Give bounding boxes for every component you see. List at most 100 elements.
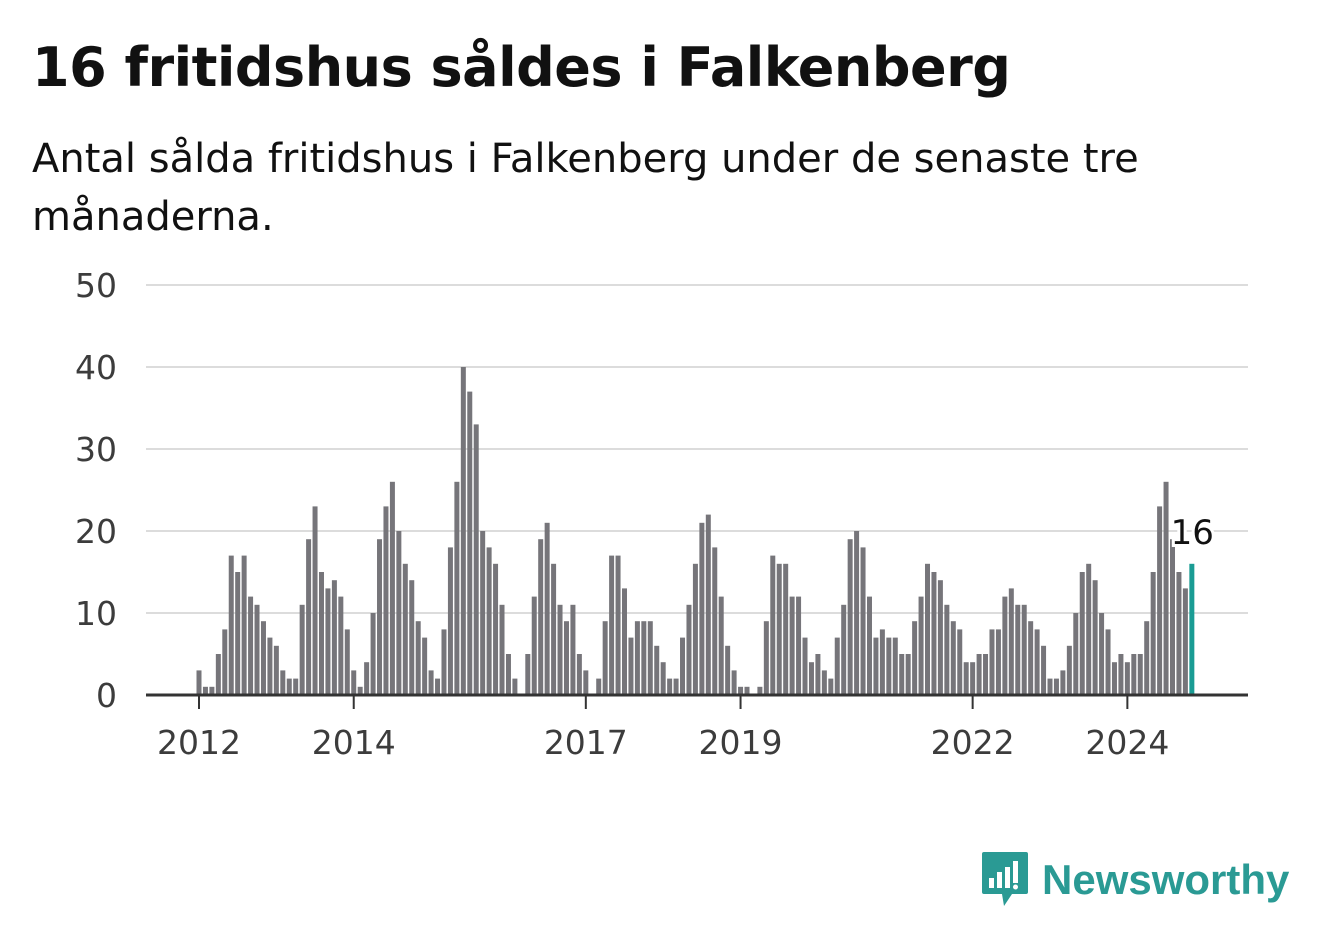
bar — [486, 547, 492, 695]
bar — [222, 629, 228, 695]
bar — [634, 621, 640, 695]
page-subtitle: Antal sålda fritidshus i Falkenberg unde… — [32, 136, 1139, 240]
bar — [1002, 596, 1008, 695]
bar — [280, 670, 286, 695]
bar — [1047, 678, 1053, 695]
bar — [241, 555, 247, 695]
bar — [660, 662, 666, 695]
bar — [273, 645, 279, 695]
bar — [963, 662, 969, 695]
bar — [879, 629, 885, 695]
y-tick-label: 30 — [75, 430, 117, 469]
bar — [602, 621, 608, 695]
bar — [1008, 588, 1014, 695]
bar — [293, 678, 299, 695]
bar — [1053, 678, 1059, 695]
bar — [983, 654, 989, 695]
bar — [409, 580, 415, 695]
axes: 0 10 20 30 40 50 2012 2014 2017 2019 2022 2024 16 — [75, 266, 1248, 762]
bar — [673, 678, 679, 695]
bar — [1066, 645, 1072, 695]
bar — [435, 678, 441, 695]
bar — [609, 555, 615, 695]
bar — [705, 514, 711, 695]
bar — [937, 580, 943, 695]
bar — [802, 637, 808, 695]
bar — [860, 547, 866, 695]
bar — [886, 637, 892, 695]
bar — [944, 604, 950, 695]
bar — [583, 670, 589, 695]
bar — [493, 563, 499, 695]
newsworthy-logo-icon — [982, 852, 1028, 906]
bar — [563, 621, 569, 695]
bar — [428, 670, 434, 695]
x-tick-label: 2024 — [1085, 723, 1169, 762]
last-value-label: 16 — [1171, 513, 1214, 553]
bar — [357, 686, 363, 695]
bar — [299, 604, 305, 695]
bar — [725, 645, 731, 695]
bar — [260, 621, 266, 695]
bar — [596, 678, 602, 695]
bar — [576, 654, 582, 695]
bar — [415, 621, 421, 695]
bar — [1111, 662, 1117, 695]
bar — [873, 637, 879, 695]
brand-logo: Newsworthy — [980, 850, 1289, 910]
bar — [615, 555, 621, 695]
bar — [905, 654, 911, 695]
bar — [1170, 539, 1175, 695]
bar-chart: 0 10 20 30 40 50 2012 2014 2017 2019 2022 2024 16 — [75, 266, 1248, 762]
bar — [505, 654, 511, 695]
highlighted-bar — [1189, 563, 1195, 695]
bar — [783, 563, 789, 695]
bar — [718, 596, 724, 695]
bar — [312, 506, 318, 695]
bar — [1015, 604, 1021, 695]
bar — [441, 629, 447, 695]
bar — [1131, 654, 1137, 695]
bar — [828, 678, 834, 695]
bar — [699, 522, 705, 695]
y-tick-label: 10 — [75, 594, 117, 633]
bar — [692, 563, 698, 695]
bar — [1086, 563, 1092, 695]
x-tick-label: 2014 — [312, 723, 396, 762]
bar — [622, 588, 627, 695]
bar — [557, 604, 563, 695]
bar — [473, 424, 479, 695]
page-title: 16 fritidshus såldes i Falkenberg — [32, 36, 1011, 99]
bar — [667, 678, 673, 695]
bar — [1028, 621, 1034, 695]
bar — [912, 621, 918, 695]
bar — [976, 654, 982, 695]
brand-name: Newsworthy — [1042, 856, 1290, 903]
bar — [738, 686, 744, 695]
bar — [370, 613, 376, 695]
bar — [1060, 670, 1066, 695]
bar — [454, 481, 460, 695]
bar — [525, 654, 531, 695]
bar — [1079, 572, 1085, 695]
bar — [235, 572, 241, 695]
bar — [1124, 662, 1130, 695]
y-tick-label: 50 — [75, 266, 117, 305]
bar — [480, 531, 486, 695]
bar — [499, 604, 505, 695]
grid-lines — [146, 284, 1248, 614]
bar — [931, 572, 937, 695]
bar — [215, 654, 221, 695]
bar — [789, 596, 795, 695]
bar — [763, 621, 769, 695]
x-tick-label: 2019 — [699, 723, 783, 762]
bar — [512, 678, 518, 695]
bar — [248, 596, 254, 695]
bar — [286, 678, 292, 695]
bar — [338, 596, 344, 695]
bar — [228, 555, 234, 695]
bar — [318, 572, 324, 695]
bar — [209, 686, 215, 695]
bar — [1137, 654, 1143, 695]
x-tick-label: 2012 — [157, 723, 241, 762]
